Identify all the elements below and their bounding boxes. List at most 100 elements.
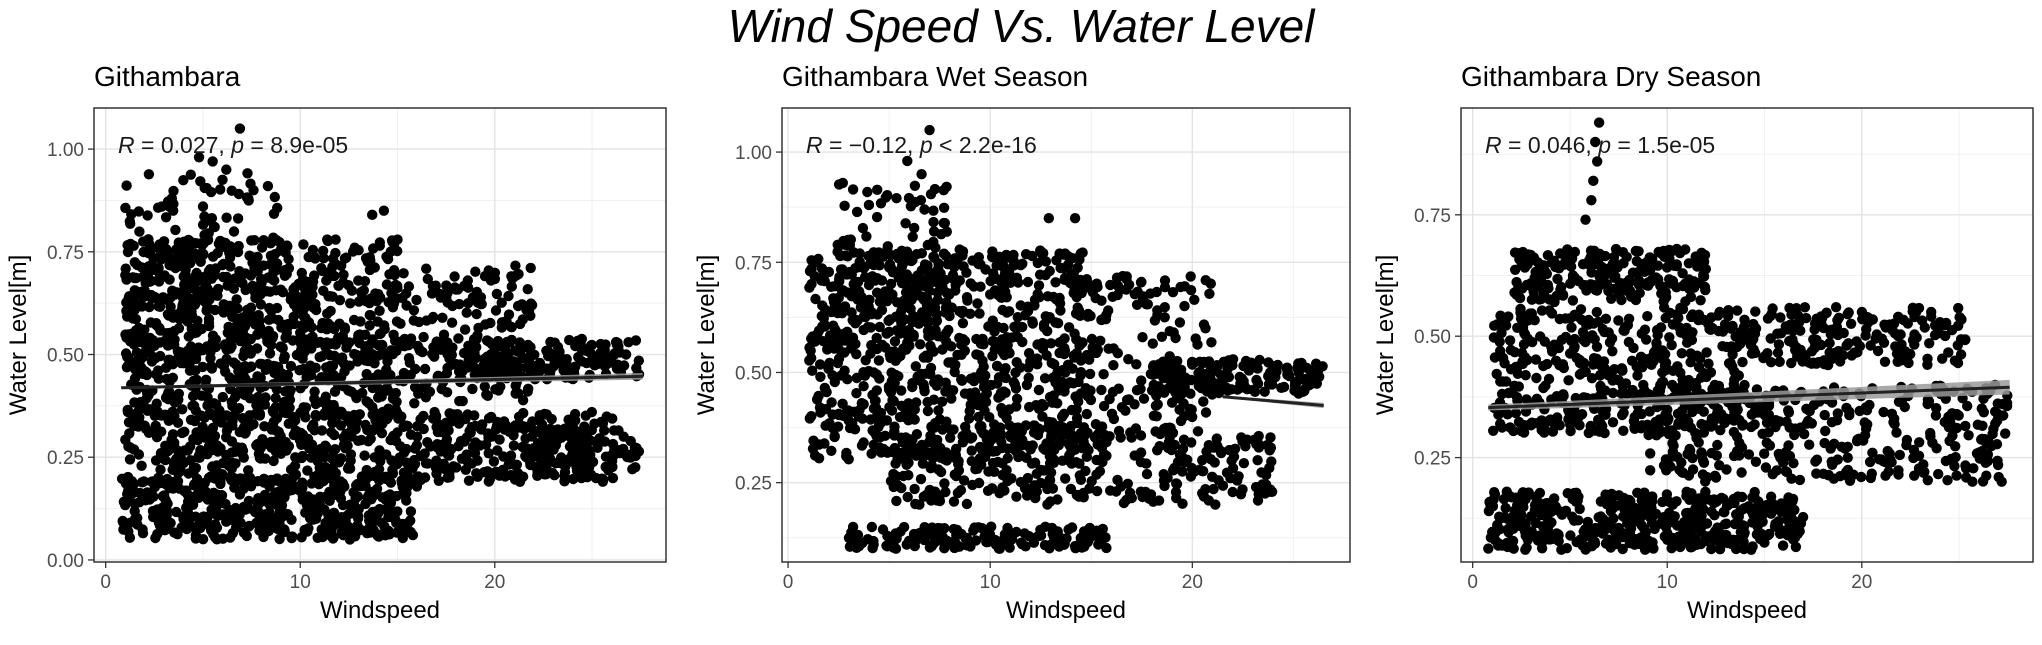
scatter-point [287,533,297,543]
scatter-point [467,384,477,394]
scatter-point-outlier [1044,213,1054,223]
scatter-point [152,504,162,514]
scatter-point [240,416,250,426]
scatter-point [1252,455,1262,465]
scatter-point [202,284,212,294]
scatter-point [1105,485,1115,495]
scatter-point [467,458,477,468]
scatter-point [626,436,636,446]
scatter-point [1059,333,1069,343]
scatter-point [276,510,286,520]
scatter-point [1632,267,1642,277]
scatter-point [199,296,209,306]
scatter-point [521,452,531,462]
scatter-point [1045,451,1055,461]
scatter-point [1066,484,1076,494]
scatter-point [1953,303,1963,313]
scatter-point [160,455,170,465]
scatter-point [1640,325,1650,335]
scatter-point [125,454,135,464]
scatter-point [1141,299,1151,309]
scatter-point [178,514,188,524]
scatter-point [507,281,517,291]
scatter-point [1495,346,1505,356]
scatter-point [949,496,959,506]
scatter-point [1251,482,1261,492]
scatter-point [992,361,1002,371]
scatter-point [975,282,985,292]
scatter-point [932,495,942,505]
scatter-point [996,391,1006,401]
scatter-point [463,275,473,285]
scatter-point [1045,496,1055,506]
scatter-point [898,343,908,353]
scatter-point [186,170,196,180]
scatter-point [1553,419,1563,429]
scatter-point [458,396,468,406]
scatter-point [999,350,1009,360]
scatter-point [928,252,938,262]
scatter-point [1052,398,1062,408]
scatter-point [194,493,204,503]
scatter-point-outlier [167,193,177,203]
scatter-point [325,291,335,301]
scatter-point [272,438,282,448]
scatter-point [339,432,349,442]
scatter-point [272,521,282,531]
scatter-point [387,269,397,279]
scatter-point [1160,312,1170,322]
scatter-point [1592,307,1602,317]
scatter-point [1002,443,1012,453]
scatter-point [911,281,921,291]
scatter-point [587,407,597,417]
scatter-point [149,352,159,362]
scatter-point [885,291,895,301]
scatter-point [1784,336,1794,346]
scatter-point [329,351,339,361]
scatter-point [307,332,317,342]
scatter-point [186,296,196,306]
scatter-point [509,440,519,450]
x-tick-label: 20 [484,572,505,593]
scatter-point [844,454,854,464]
scatter-point [276,285,286,295]
scatter-point [1147,385,1157,395]
scatter-point [1010,379,1020,389]
scatter-point [1808,358,1818,368]
scatter-point [512,460,522,470]
scatter-point [1160,302,1170,312]
scatter-point [1004,274,1014,284]
scatter-point [878,252,888,262]
scatter-point [1651,272,1661,282]
scatter-point [338,270,348,280]
y-tick-label: 1.00 [47,140,84,161]
scatter-point [195,445,205,455]
scatter-point [523,386,533,396]
scatter-point [983,486,993,496]
scatter-point [121,274,131,284]
scatter-point [151,318,161,328]
scatter-point [819,438,829,448]
scatter-point [1578,280,1588,290]
scatter-point-outlier [221,164,231,174]
scatter-point [919,386,929,396]
scatter-point [1206,337,1216,347]
scatter-point [395,441,405,451]
scatter-point [860,312,870,322]
scatter-point [124,428,134,438]
scatter-point [1831,302,1841,312]
scatter-point [205,427,215,437]
scatter-point [230,447,240,457]
scatter-point [1096,296,1106,306]
scatter-point [919,352,929,362]
scatter-point [164,310,174,320]
scatter-point [587,456,597,466]
scatter-point [864,295,874,305]
scatter-point [1265,445,1275,455]
scatter-point [385,489,395,499]
scatter-point [327,454,337,464]
scatter-point [1523,334,1533,344]
scatter-point [1283,368,1293,378]
scatter-point [871,403,881,413]
scatter-point [1489,332,1499,342]
